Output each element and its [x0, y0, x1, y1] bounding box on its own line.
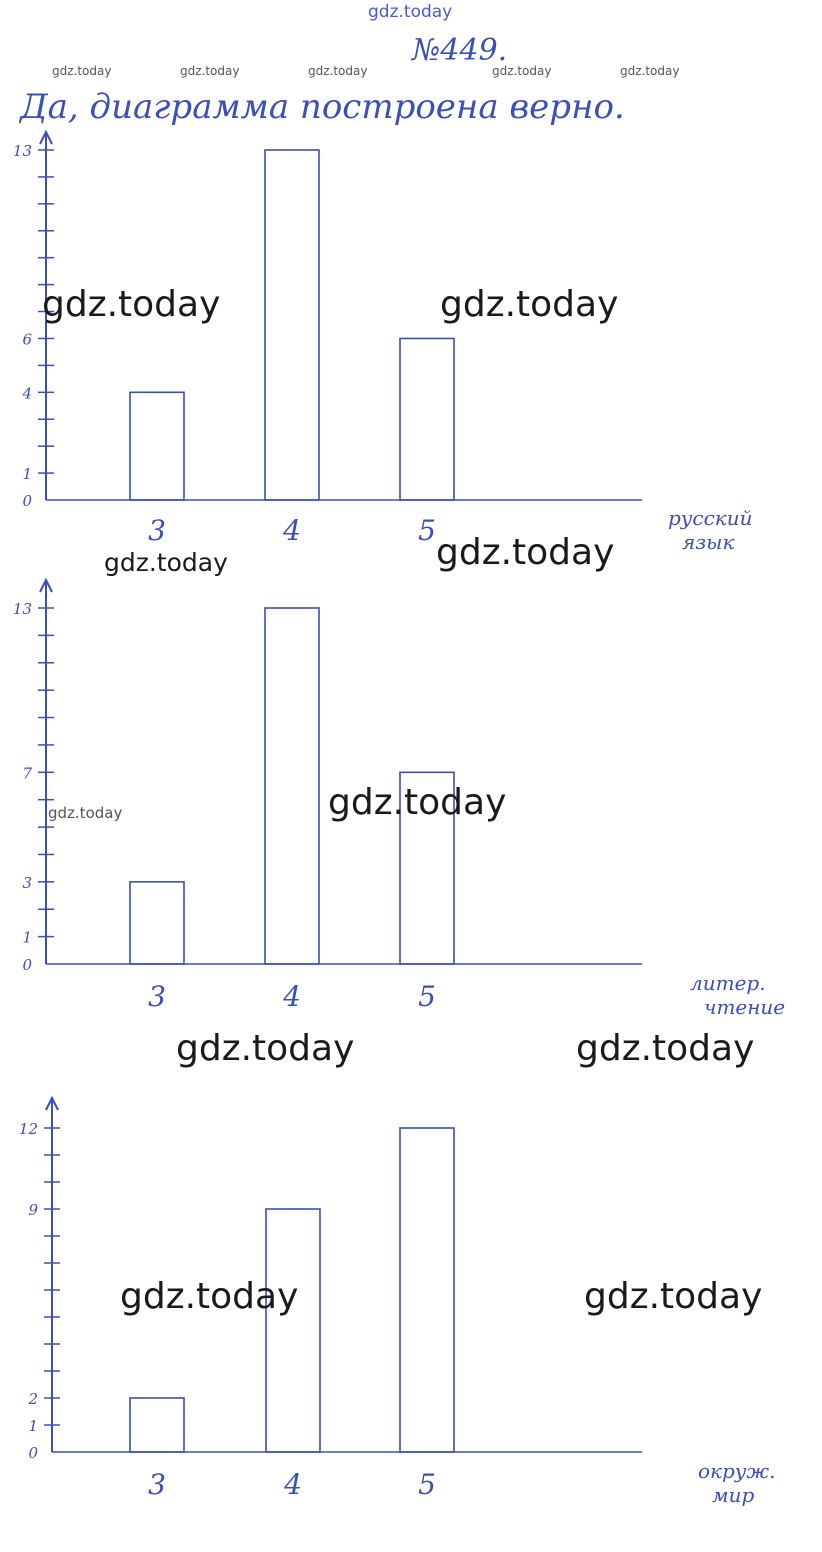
y-tick-label: 13: [13, 142, 32, 160]
watermark-large: gdz.today: [328, 782, 507, 823]
bar: [399, 771, 455, 965]
y-axis-arrow: [39, 129, 53, 145]
x-category-label: 4: [282, 514, 301, 547]
x-axis-label: русский: [668, 506, 753, 530]
x-category-label: 5: [418, 1468, 436, 1501]
watermark-small: gdz.today: [620, 64, 680, 78]
y-axis-arrow: [45, 1095, 59, 1111]
y-tick-label: 1: [22, 929, 32, 947]
bar: [129, 1397, 185, 1453]
watermark-large: gdz.today: [104, 548, 228, 577]
bar: [264, 149, 320, 501]
y-tick-label: 3: [22, 874, 32, 892]
x-category-label: 3: [148, 980, 166, 1013]
y-tick-label: 0: [22, 492, 32, 510]
statement-text: Да, диаграмма построена верно.: [18, 87, 625, 127]
y-tick-label: 4: [21, 384, 32, 402]
y-tick-label: 6: [22, 330, 32, 348]
watermark-large: gdz.today: [42, 284, 221, 325]
bar: [264, 607, 320, 965]
x-category-label: 3: [148, 1468, 166, 1501]
x-axis-label: язык: [682, 530, 734, 554]
watermark-large: gdz.today: [176, 1028, 355, 1069]
y-tick-label: 12: [19, 1120, 38, 1138]
x-category-label: 5: [418, 980, 436, 1013]
watermark-top: gdz.today: [368, 2, 453, 22]
y-tick-label: 1: [22, 465, 32, 483]
x-category-label: 4: [283, 1468, 302, 1501]
y-tick-label: 9: [28, 1201, 38, 1219]
x-axis-label: литер.: [690, 971, 766, 995]
watermark-large: gdz.today: [440, 284, 619, 325]
watermark-small: gdz.today: [48, 804, 123, 822]
watermark-small: gdz.today: [492, 64, 552, 78]
y-tick-label: 13: [13, 600, 32, 618]
watermark-small: gdz.today: [52, 64, 112, 78]
y-tick-label: 0: [28, 1444, 38, 1462]
watermark-small: gdz.today: [180, 64, 240, 78]
y-tick-label: 1: [28, 1417, 38, 1435]
y-tick-label: 0: [22, 956, 32, 974]
watermark-large: gdz.today: [436, 532, 615, 573]
x-category-label: 5: [418, 514, 436, 547]
bar: [399, 337, 455, 501]
x-category-label: 4: [282, 980, 301, 1013]
bar: [129, 881, 185, 965]
x-category-label: 3: [148, 514, 166, 547]
watermark-large: gdz.today: [584, 1276, 763, 1317]
y-tick-label: 2: [27, 1390, 38, 1408]
x-axis-label: чтение: [704, 995, 785, 1019]
y-axis-arrow: [39, 577, 53, 593]
watermark-large: gdz.today: [576, 1028, 755, 1069]
bar: [265, 1208, 321, 1453]
watermark-large: gdz.today: [120, 1276, 299, 1317]
bar: [399, 1127, 455, 1453]
bar: [129, 391, 185, 501]
problem-number: №449.: [410, 33, 507, 68]
y-tick-label: 7: [22, 764, 32, 782]
x-axis-label: окруж.: [698, 1459, 775, 1483]
watermark-small: gdz.today: [308, 64, 368, 78]
x-axis-label: мир: [712, 1483, 754, 1507]
